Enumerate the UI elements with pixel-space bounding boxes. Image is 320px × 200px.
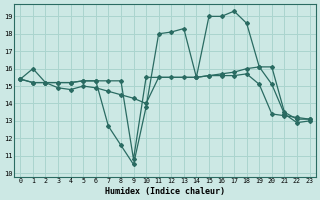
X-axis label: Humidex (Indice chaleur): Humidex (Indice chaleur) bbox=[105, 187, 225, 196]
